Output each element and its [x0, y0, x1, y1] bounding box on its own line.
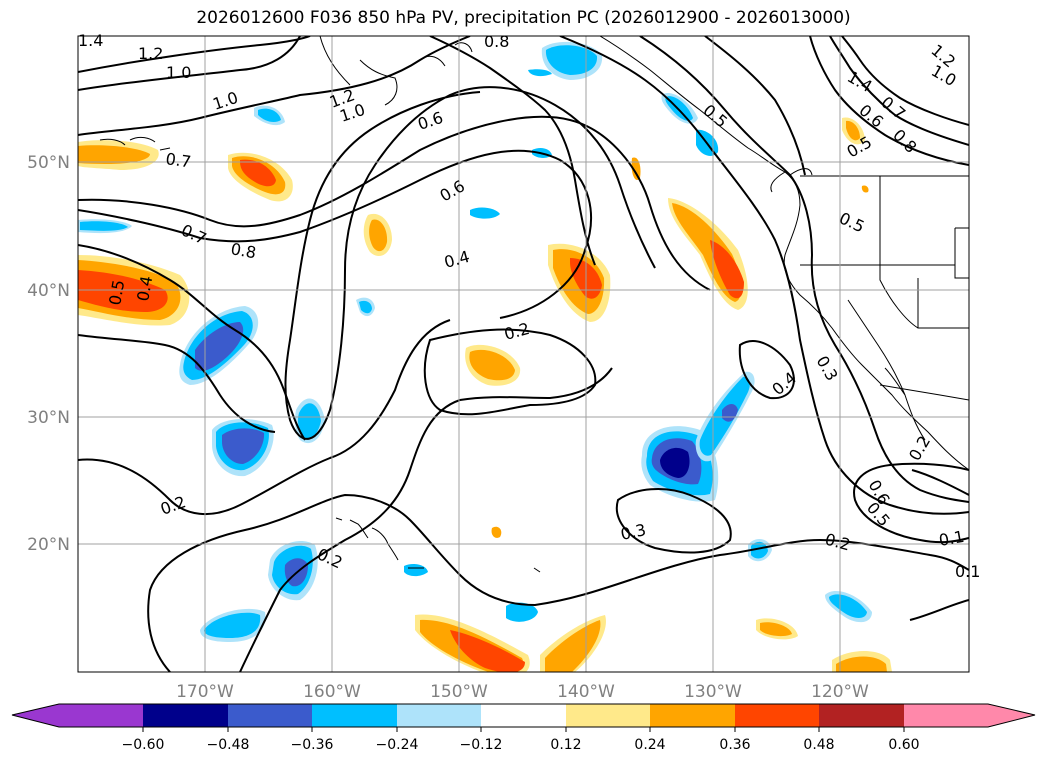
colorbar-segment [566, 704, 650, 727]
colorbar-segment [312, 704, 397, 727]
precip-fills [78, 41, 892, 672]
colorbar-tick-label: 0.24 [634, 737, 665, 753]
colorbar: −0.60 −0.48 −0.36 −0.24 −0.12 0.12 0.24 … [11, 703, 1036, 753]
colorbar-segment [819, 704, 904, 727]
figure-title: 2026012600 F036 850 hPa PV, precipitatio… [196, 8, 851, 28]
colorbar-segment [904, 704, 988, 727]
lon-tick-label: 170°W [176, 682, 234, 702]
colorbar-segment [59, 704, 143, 727]
colorbar-segment [481, 704, 566, 727]
contour-label: 0.8 [484, 32, 509, 51]
contour-label: 0.5 [105, 278, 128, 306]
colorbar-segment [650, 704, 735, 727]
colorbar-segment [735, 704, 819, 727]
colorbar-segment [228, 704, 312, 727]
contour-label: 1.2 [138, 44, 163, 63]
colorbar-outline [11, 703, 1036, 728]
colorbar-tick-labels: −0.60 −0.48 −0.36 −0.24 −0.12 0.12 0.24 … [122, 737, 920, 753]
pv-contours [78, 36, 969, 672]
lon-tick-label: 160°W [303, 682, 361, 702]
colorbar-extend-max [988, 704, 1035, 727]
colorbar-tick-label: −0.12 [460, 737, 503, 753]
lat-tick-label: 40°N [27, 281, 70, 301]
contour-label: 0.4 [133, 274, 156, 302]
colorbar-segments [59, 704, 988, 727]
colorbar-tick-label: −0.48 [207, 737, 250, 753]
map-gridlines [78, 36, 969, 672]
contour-label: 0.7 [164, 149, 192, 171]
lat-tick-label: 50°N [27, 153, 70, 173]
contour-label: 0.1 [937, 527, 965, 550]
lon-tick-label: 140°W [557, 682, 615, 702]
contour-label: 1.0 [166, 63, 191, 82]
lat-tick-label: 30°N [27, 408, 70, 428]
contour-label: 0.8 [229, 239, 257, 262]
contour-labels: 1.4 1.2 1.0 1.0 1.2 1.0 0.8 0.6 0.7 0.7 … [78, 31, 980, 581]
contour-label: 0.3 [619, 520, 648, 544]
colorbar-tick-label: 0.36 [719, 737, 750, 753]
colorbar-extend-min [12, 704, 59, 727]
map-frame [77, 35, 970, 673]
lon-tick-label: 150°W [430, 682, 488, 702]
colorbar-tick-label: −0.24 [376, 737, 419, 753]
colorbar-tick-label: 0.48 [803, 737, 834, 753]
colorbar-segment [143, 704, 228, 727]
colorbar-ticks [142, 727, 905, 732]
lon-tick-labels: 170°W 160°W 150°W 140°W 130°W 120°W [176, 682, 869, 702]
lon-tick-label: 130°W [684, 682, 742, 702]
contour-label: 0.1 [955, 562, 980, 581]
contour-label: 1.4 [78, 31, 103, 50]
lat-tick-labels: 50°N 40°N 30°N 20°N [27, 153, 70, 555]
colorbar-segment [397, 704, 481, 727]
colorbar-tick-label: 0.12 [550, 737, 581, 753]
lon-tick-label: 120°W [811, 682, 869, 702]
colorbar-tick-label: −0.36 [291, 737, 334, 753]
colorbar-tick-label: −0.60 [122, 737, 165, 753]
colorbar-tick-label: 0.60 [888, 737, 919, 753]
lat-tick-label: 20°N [27, 535, 70, 555]
